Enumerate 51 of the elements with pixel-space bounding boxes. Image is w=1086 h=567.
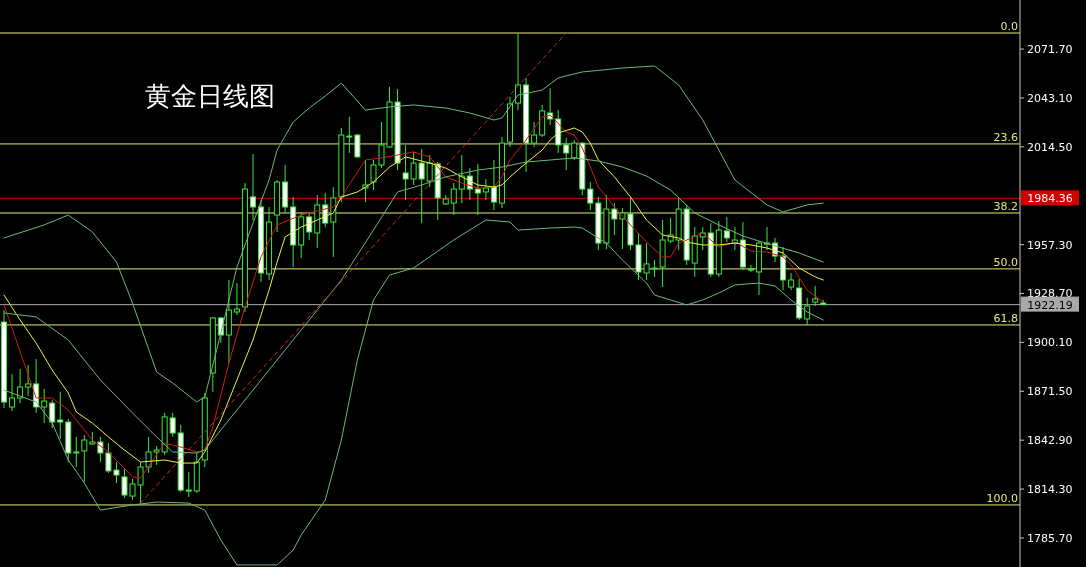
candlestick (804, 297, 811, 326)
y-tick-label: 1957.30 (1027, 238, 1073, 252)
candlestick (450, 182, 457, 216)
y-tick-label: 2043.10 (1027, 91, 1073, 105)
annotation: 0.0 (1000, 19, 1018, 33)
candlestick (233, 282, 240, 316)
candlestick (812, 285, 819, 307)
ref-line-label: 1984.36 (1027, 192, 1073, 206)
candlestick (25, 364, 32, 397)
candlestick (482, 178, 489, 201)
annotation: 100.0 (986, 491, 1018, 505)
candlestick (169, 412, 176, 438)
candlestick (306, 212, 313, 241)
candlestick (81, 434, 88, 483)
text: 黄金日线图 (145, 81, 275, 111)
candlestick (723, 216, 730, 243)
y-tick-label: 1900.10 (1027, 336, 1073, 350)
y-tick-label: 1871.50 (1027, 385, 1073, 399)
candlestick (788, 272, 795, 291)
candlestick (49, 399, 56, 429)
annotation: 23.6 (993, 130, 1018, 144)
candlestick (490, 159, 497, 211)
y-tick-label: 2014.50 (1027, 140, 1073, 154)
candlestick (9, 373, 16, 412)
annotation: 61.8 (993, 311, 1018, 325)
y-tick-label: 1928.70 (1027, 287, 1073, 301)
candlestick (73, 436, 80, 468)
candlestick (41, 388, 48, 424)
candlestick (249, 153, 256, 221)
candlestick (571, 139, 578, 161)
candlestick (322, 192, 329, 228)
y-tick-label: 1814.30 (1027, 483, 1073, 497)
candlestick (185, 471, 192, 498)
candlestick (780, 246, 787, 291)
y-tick-label: 1785.70 (1027, 531, 1073, 545)
line-series (3, 65, 824, 403)
candlestick (587, 181, 594, 211)
candlestick (17, 368, 24, 404)
candlestick (418, 148, 425, 224)
line-series (3, 219, 824, 566)
y-tick-label: 1842.90 (1027, 434, 1073, 448)
ref-line-label: 1922.19 (1027, 298, 1073, 312)
candlestick (57, 391, 64, 440)
candlestick (426, 154, 433, 188)
candlestick (563, 137, 570, 171)
annotation: 38.2 (993, 199, 1018, 213)
candlestick (747, 264, 754, 273)
annotation: 50.0 (993, 255, 1018, 269)
candlestick (474, 163, 481, 216)
candlestick (531, 121, 538, 148)
y-tick-label: 2071.70 (1027, 43, 1073, 57)
